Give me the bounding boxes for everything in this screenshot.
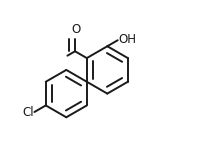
Text: O: O	[71, 23, 80, 36]
Text: Cl: Cl	[22, 105, 34, 119]
Text: OH: OH	[119, 33, 137, 46]
